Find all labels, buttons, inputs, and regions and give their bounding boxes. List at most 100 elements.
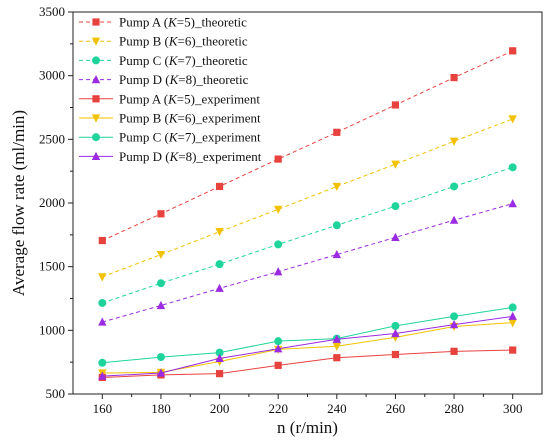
series-layer — [98, 47, 517, 382]
series-8 — [98, 311, 517, 380]
legend-marker — [92, 133, 100, 142]
legend-entry: Pump B (K=6)_experiment — [79, 111, 261, 126]
x-tick-label: 160 — [93, 401, 113, 416]
data-point — [508, 303, 517, 312]
legend-marker — [91, 114, 101, 123]
legend-label-k: K — [168, 34, 179, 49]
data-point — [391, 232, 400, 241]
data-point — [273, 267, 283, 276]
data-point — [215, 353, 224, 362]
data-point — [450, 347, 458, 355]
y-tick-label: 1500 — [39, 259, 65, 274]
y-tick-label: 2500 — [39, 131, 65, 146]
data-point — [449, 215, 459, 224]
legend-label-suffix: =6)_theoretic — [178, 34, 248, 49]
legend-label-suffix: =5)_experiment — [177, 91, 261, 106]
data-point — [273, 344, 283, 353]
data-point — [450, 182, 459, 191]
data-point — [332, 342, 342, 351]
data-point — [274, 361, 282, 369]
legend-marker — [91, 151, 101, 160]
legend-label: Pump B (K=6)_theoretic — [119, 34, 248, 49]
data-point — [391, 321, 400, 330]
data-point — [274, 155, 282, 163]
data-point — [98, 371, 107, 380]
x-axis-title: n (r/min) — [277, 418, 338, 437]
legend-marker — [91, 37, 101, 46]
series-line — [102, 315, 513, 377]
data-point — [273, 205, 283, 214]
data-point — [333, 128, 341, 136]
y-tick-label: 1000 — [39, 322, 65, 337]
series-3 — [98, 163, 517, 307]
legend-label: Pump C (K=7)_experiment — [119, 130, 261, 145]
series-line — [102, 166, 513, 304]
data-point — [391, 160, 400, 169]
series-line — [102, 349, 513, 378]
data-point — [508, 163, 517, 172]
data-point — [391, 202, 400, 211]
legend-marker — [92, 95, 100, 103]
series-line — [102, 50, 513, 242]
legend-label: Pump D (K=8)_theoretic — [119, 72, 249, 87]
legend-entry: Pump C (K=7)_experiment — [79, 130, 261, 145]
legend-label-suffix: =8)_theoretic — [178, 72, 248, 87]
legend-entry: Pump A (K=5)_experiment — [79, 91, 260, 106]
data-point — [509, 346, 517, 354]
data-point — [274, 337, 283, 346]
legend-label-prefix: Pump C ( — [119, 130, 169, 145]
series-line — [102, 203, 513, 323]
series-1 — [98, 47, 517, 245]
data-point — [274, 240, 283, 249]
legend-label: Pump D (K=8)_experiment — [119, 149, 262, 164]
series-2 — [98, 115, 517, 282]
x-tick-label: 180 — [151, 401, 171, 416]
legend-label-suffix: =8)_experiment — [178, 149, 262, 164]
data-point — [333, 354, 341, 362]
legend-label-k: K — [168, 130, 179, 145]
x-axis: 160 180 200 220 240 260 280 300 — [93, 394, 522, 416]
series-7 — [98, 303, 517, 367]
data-point — [449, 320, 459, 329]
y-tick-label: 3000 — [39, 68, 65, 83]
data-point — [508, 115, 517, 124]
series-line — [102, 306, 513, 364]
data-point — [98, 317, 107, 326]
legend-marker — [92, 56, 100, 65]
data-point — [215, 260, 224, 269]
legend-label: Pump A (K=5)_theoretic — [119, 15, 247, 30]
data-point — [98, 273, 107, 282]
legend-entry: Pump D (K=8)_experiment — [79, 149, 262, 164]
legend-label: Pump C (K=7)_theoretic — [119, 53, 248, 68]
data-point — [332, 334, 342, 343]
data-point — [215, 182, 224, 191]
legend-label-suffix: =7)_experiment — [178, 130, 262, 145]
y-axis: 500 1000 1500 2000 2500 3000 3500 — [39, 4, 73, 401]
legend-label-prefix: Pump D ( — [119, 149, 170, 164]
data-point — [98, 236, 106, 245]
legend-entry: Pump B (K=6)_theoretic — [79, 34, 248, 49]
data-point — [156, 250, 166, 260]
legend-label-prefix: Pump B ( — [119, 111, 169, 126]
series-4 — [98, 199, 517, 326]
legend-label-prefix: Pump A ( — [119, 91, 168, 106]
data-point — [391, 328, 400, 338]
legend-marker — [91, 75, 101, 84]
legend-label-prefix: Pump A ( — [119, 15, 168, 30]
data-point — [156, 368, 166, 377]
x-tick-label: 200 — [210, 401, 230, 416]
data-point — [450, 73, 458, 82]
legend-marker — [92, 18, 100, 26]
legend-label-prefix: Pump C ( — [119, 53, 169, 68]
x-tick-label: 220 — [268, 401, 288, 416]
y-tick-label: 3500 — [39, 4, 65, 19]
legend-label-k: K — [169, 72, 180, 87]
data-point — [215, 228, 224, 237]
x-tick-label: 240 — [327, 401, 347, 416]
legend-label-k: K — [169, 149, 180, 164]
data-point — [449, 137, 459, 146]
data-point — [156, 300, 166, 310]
legend-label-prefix: Pump B ( — [119, 34, 169, 49]
data-point — [157, 210, 165, 218]
